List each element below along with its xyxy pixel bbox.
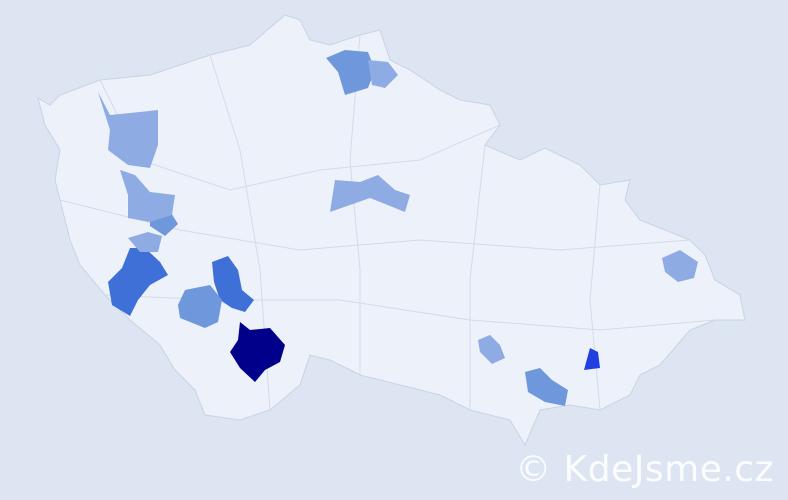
district-light[interactable] [525, 368, 568, 406]
district-light[interactable] [178, 285, 222, 328]
district-lightest[interactable] [478, 335, 505, 364]
district-borders [59, 34, 716, 411]
district-medium[interactable] [212, 256, 254, 312]
district-strong[interactable] [584, 348, 600, 370]
district-light[interactable] [326, 50, 375, 95]
watermark: © KdeJsme.cz [515, 449, 774, 490]
district-darkest[interactable] [230, 322, 285, 382]
district-lightest[interactable] [662, 250, 698, 282]
district-medium[interactable] [108, 248, 168, 316]
district-lightest[interactable] [368, 60, 398, 88]
district-lightest[interactable] [98, 92, 158, 168]
district-lightest[interactable] [120, 170, 175, 222]
district-lightest[interactable] [128, 232, 162, 252]
district-lightest[interactable] [330, 175, 410, 212]
highlighted-districts [98, 50, 698, 406]
country-outline [37, 14, 746, 447]
